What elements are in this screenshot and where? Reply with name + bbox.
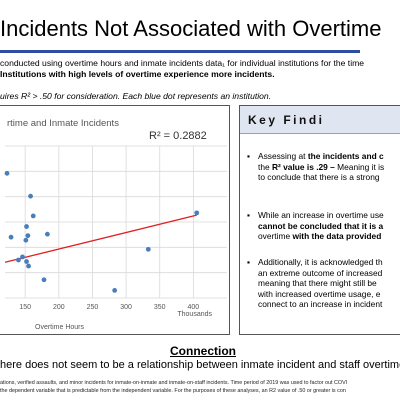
key-finding-line: the R² value is .29 – Meaning it is bbox=[258, 161, 385, 172]
key-findings-header: Key Findi bbox=[240, 106, 400, 134]
key-finding-line: connect to an increase in incident bbox=[258, 299, 383, 310]
bullet-marker: ▪ bbox=[247, 151, 250, 161]
r-squared-label: R² = 0.2882 bbox=[149, 130, 207, 142]
key-finding-line: an extreme outcome of increased bbox=[258, 267, 383, 278]
connection-title: Connection bbox=[170, 344, 236, 358]
x-tick-label: 400 bbox=[188, 304, 200, 311]
data-point bbox=[44, 231, 50, 237]
x-tick-label: 350 bbox=[154, 304, 166, 311]
key-finding-line: While an increase in overtime use bbox=[258, 210, 384, 220]
data-point bbox=[145, 246, 151, 252]
connection-text: here does not seem to be a relationship … bbox=[0, 359, 400, 371]
title-underline bbox=[0, 50, 360, 53]
footnote-2: the dependent variable that is predictab… bbox=[0, 388, 346, 394]
bullet-marker: ▪ bbox=[247, 257, 250, 267]
key-findings-title: Key Findi bbox=[248, 113, 325, 127]
key-finding-line: to conclude that there is a strong bbox=[258, 172, 380, 183]
data-point bbox=[28, 193, 33, 199]
data-point bbox=[30, 213, 36, 219]
data-point bbox=[24, 259, 29, 264]
data-point bbox=[8, 234, 14, 240]
intro-note: uires R² > .50 for consideration. Each b… bbox=[0, 91, 272, 101]
data-point bbox=[112, 288, 118, 293]
data-point bbox=[24, 224, 29, 229]
data-point bbox=[41, 277, 47, 283]
x-tick-label: 300 bbox=[120, 304, 132, 311]
chart-title: rtime and Inmate Incidents bbox=[7, 118, 119, 129]
key-finding-3: ▪ Additionally, it is acknowledged th an e… bbox=[247, 257, 400, 310]
scatter-chart: rtime and Inmate Incidents R² = 0.2882 150… bbox=[4, 118, 227, 331]
trendline bbox=[4, 214, 197, 263]
x-unit-label: Thousands bbox=[177, 311, 212, 318]
intro-text-line-1: conducted using overtime hours and inmat… bbox=[0, 58, 365, 68]
key-finding-2: ▪ While an increase in overtime use cannot… bbox=[247, 210, 400, 242]
data-point bbox=[4, 170, 10, 176]
x-tick-label: 150 bbox=[19, 304, 31, 311]
key-findings-panel: Key Findi ▪ Assessing at the incidents an… bbox=[239, 105, 400, 335]
data-point bbox=[25, 233, 31, 239]
scatter-chart-panel: rtime and Inmate Incidents R² = 0.2882 150… bbox=[0, 105, 230, 335]
bullet-marker: ▪ bbox=[247, 210, 250, 220]
page-title: Incidents Not Associated with Overtime bbox=[0, 16, 382, 41]
data-point bbox=[23, 237, 29, 243]
key-finding-line: Assessing at the incidents and c bbox=[258, 151, 384, 161]
key-finding-1: ▪ Assessing at the incidents and c the R² … bbox=[247, 151, 400, 183]
key-finding-line: cannot be concluded that it is a bbox=[258, 220, 384, 231]
key-finding-line: with increased overtime usage, e bbox=[258, 288, 381, 299]
intro-hypothesis: Institutions with high levels of overtim… bbox=[0, 69, 275, 79]
x-axis-label: Overtime Hours bbox=[35, 324, 85, 331]
data-point bbox=[26, 263, 31, 269]
data-point bbox=[20, 254, 25, 260]
x-tick-label: 250 bbox=[87, 304, 99, 311]
key-finding-line: overtime with the data provided bbox=[258, 231, 382, 242]
data-point bbox=[194, 210, 200, 216]
data-point bbox=[16, 257, 21, 263]
key-finding-line: Additionally, it is acknowledged th bbox=[258, 257, 383, 267]
footnote-1: ations, verified assaults, and minor inc… bbox=[0, 380, 348, 386]
x-tick-label: 200 bbox=[53, 304, 65, 311]
key-finding-line: meaning that there might still be bbox=[258, 278, 377, 289]
